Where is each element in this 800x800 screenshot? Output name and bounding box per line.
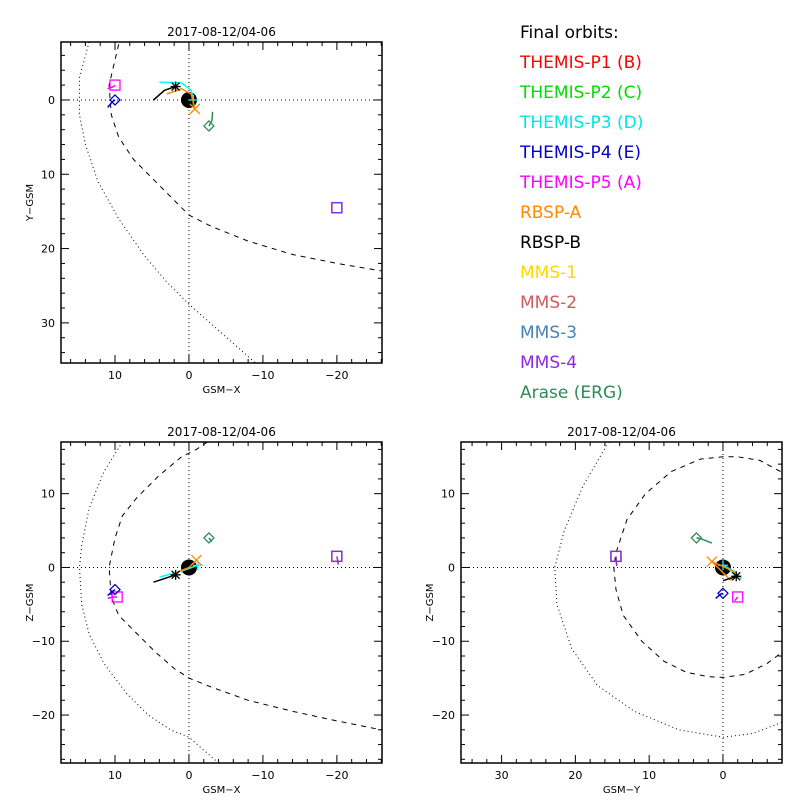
- themis-p3-track: [159, 81, 195, 101]
- y-axis-label: Z−GSM: [25, 584, 36, 622]
- themis-p5-track: [734, 596, 739, 602]
- mms-1-marker: [331, 202, 343, 214]
- x-tick-label: −20: [325, 769, 348, 782]
- legend-entry: THEMIS-P4 (E): [520, 143, 641, 163]
- mms-4-marker: [331, 550, 343, 563]
- x-axis-label: GSM−X: [203, 385, 241, 396]
- y-tick-label: 10: [41, 168, 55, 181]
- x-tick-label: 30: [495, 769, 509, 782]
- y-tick-label: 10: [41, 488, 55, 501]
- y-tick-label: 0: [48, 94, 55, 107]
- rbsp-b-track: [153, 85, 176, 101]
- themis-p5-marker: [732, 591, 744, 603]
- legend-entry: RBSP-A: [520, 203, 582, 223]
- legend-entry: THEMIS-P1 (B): [520, 53, 642, 73]
- x-axis-label: GSM−Y: [603, 785, 641, 796]
- legend-entry: MMS-3: [520, 323, 578, 343]
- legend-entry: MMS-4: [520, 353, 578, 373]
- rbsp-a-track: [166, 87, 196, 110]
- y-tick-label: −10: [32, 635, 55, 648]
- plot-title: 2017-08-12/04-06: [567, 425, 676, 439]
- magnetopause-curve: [613, 456, 782, 678]
- rbsp-a-marker: [189, 103, 201, 115]
- x-tick-label: −10: [251, 369, 274, 382]
- mms-3-marker: [331, 202, 343, 214]
- y-tick-label: −20: [32, 709, 55, 722]
- themis-p4-track: [107, 99, 116, 108]
- plot-title: 2017-08-12/04-06: [167, 25, 276, 39]
- themis-p4-track: [107, 588, 116, 597]
- bow-shock-curve: [78, 442, 219, 763]
- rbsp-b-marker: [731, 571, 742, 582]
- rbsp-b-track: [722, 575, 737, 582]
- arase-erg-marker: [690, 532, 703, 544]
- y-tick-label: −10: [432, 635, 455, 648]
- legend-entry: MMS-2: [520, 293, 578, 313]
- y-axis-label: Y−GSM: [25, 184, 36, 222]
- magnetopause-curve: [108, 44, 382, 272]
- legend-title: Final orbits:: [520, 23, 619, 43]
- x-tick-label: 0: [185, 369, 192, 382]
- legend-entry: Arase (ERG): [520, 383, 623, 403]
- arase-erg-marker: [203, 532, 215, 544]
- mms-4-track: [336, 556, 340, 565]
- mms-2-marker: [331, 202, 343, 214]
- x-tick-label: 10: [642, 769, 656, 782]
- legend-entry: THEMIS-P3 (D): [520, 113, 644, 133]
- rbsp-b-marker: [170, 81, 181, 92]
- arase-erg-marker: [203, 120, 215, 132]
- x-tick-label: 10: [108, 769, 122, 782]
- y-tick-label: 0: [48, 561, 55, 574]
- legend: Final orbits: THEMIS-P1 (B) THEMIS-P2 (C)…: [520, 18, 643, 408]
- y-tick-label: 10: [441, 488, 455, 501]
- magnetopause-curve: [108, 442, 382, 731]
- arase-erg-track: [208, 111, 214, 127]
- bow-shock-curve: [554, 442, 782, 738]
- y-tick-label: 20: [41, 243, 55, 256]
- bow-shock-curve: [79, 42, 256, 363]
- rbsp-a-marker: [190, 554, 202, 566]
- mms-4-marker: [331, 202, 343, 214]
- rbsp-b-track: [153, 574, 176, 583]
- plot-title: 2017-08-12/04-06: [167, 425, 276, 439]
- plot-frame: [60, 41, 383, 364]
- x-tick-label: −10: [251, 769, 274, 782]
- legend-entry: THEMIS-P5 (A): [520, 173, 642, 193]
- themis-p4-marker: [109, 583, 121, 596]
- y-tick-label: 30: [41, 317, 55, 330]
- legend-entry: THEMIS-P2 (C): [520, 83, 643, 103]
- legend-entry: RBSP-B: [520, 233, 582, 253]
- x-tick-label: 0: [719, 769, 726, 782]
- y-axis-label: Z−GSM: [425, 584, 436, 622]
- legend-entry: MMS-1: [520, 263, 578, 283]
- x-tick-label: −20: [325, 369, 348, 382]
- y-tick-label: 0: [448, 561, 455, 574]
- x-tick-label: 20: [568, 769, 582, 782]
- mms-4-marker: [610, 550, 622, 563]
- x-axis-label: GSM−X: [203, 785, 241, 796]
- rbsp-a-marker: [706, 556, 718, 568]
- y-tick-label: −20: [432, 709, 455, 722]
- themis-p4-track: [715, 592, 724, 599]
- plot-frame: [60, 441, 383, 764]
- x-tick-label: 10: [108, 369, 122, 382]
- rbsp-b-marker: [170, 569, 181, 580]
- plot-frame: [460, 441, 783, 764]
- themis-p4-marker: [109, 94, 121, 106]
- themis-p4-marker: [717, 587, 729, 600]
- x-tick-label: 0: [185, 769, 192, 782]
- themis-p5-marker: [109, 79, 121, 91]
